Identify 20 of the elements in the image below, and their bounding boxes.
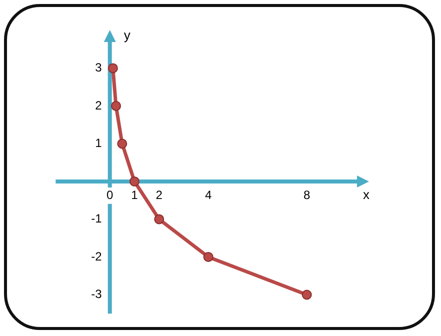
- x-tick-label: 2: [156, 188, 163, 202]
- y-tick-label: -3: [91, 287, 102, 302]
- point: [203, 252, 214, 262]
- y-tick-label: 1: [95, 136, 102, 150]
- y-tick-label: 2: [95, 98, 102, 112]
- y-axis-title: y: [124, 28, 131, 43]
- x-tick-label: 0: [106, 188, 114, 202]
- point: [302, 290, 312, 300]
- point: [129, 176, 140, 186]
- y-tick-label: -1: [91, 212, 102, 226]
- point: [108, 63, 118, 74]
- x-tick-label: 4: [204, 188, 212, 202]
- y-tick-label: -2: [91, 249, 102, 264]
- point: [110, 100, 121, 111]
- x-axis-title: x: [363, 187, 370, 202]
- point: [117, 138, 128, 149]
- point: [154, 214, 164, 224]
- y-tick-label: 3: [95, 60, 102, 75]
- x-tick-label: 1: [131, 188, 138, 202]
- x-tick-label: 8: [303, 188, 310, 202]
